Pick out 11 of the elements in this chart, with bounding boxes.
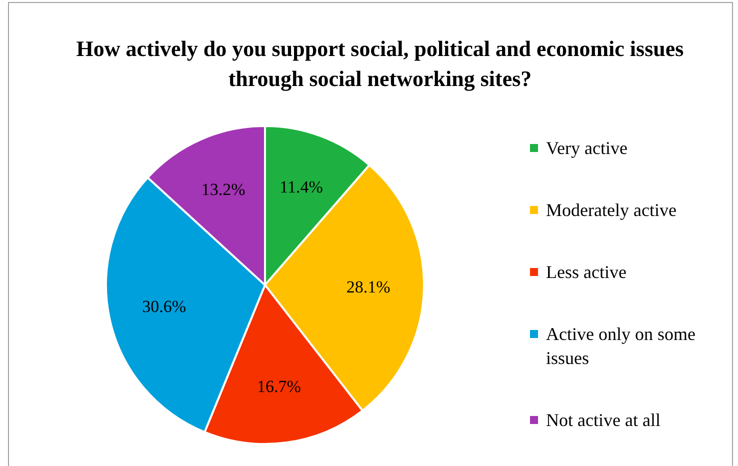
legend-label: Moderately active bbox=[546, 200, 676, 220]
data-label: 30.6% bbox=[142, 297, 186, 316]
chart-title: How actively do you support social, political and economic issues through social networking sites? bbox=[75, 35, 685, 93]
data-label: 13.2% bbox=[201, 180, 246, 199]
legend-label: Less active bbox=[546, 262, 626, 282]
data-label: 11.4% bbox=[280, 178, 323, 197]
data-label: 16.7% bbox=[256, 376, 301, 396]
legend-label: Active only on some issues bbox=[546, 324, 696, 368]
data-label: 28.1% bbox=[346, 277, 390, 296]
legend-label: Not active at all bbox=[546, 410, 660, 430]
legend-label: Very active bbox=[546, 138, 628, 158]
